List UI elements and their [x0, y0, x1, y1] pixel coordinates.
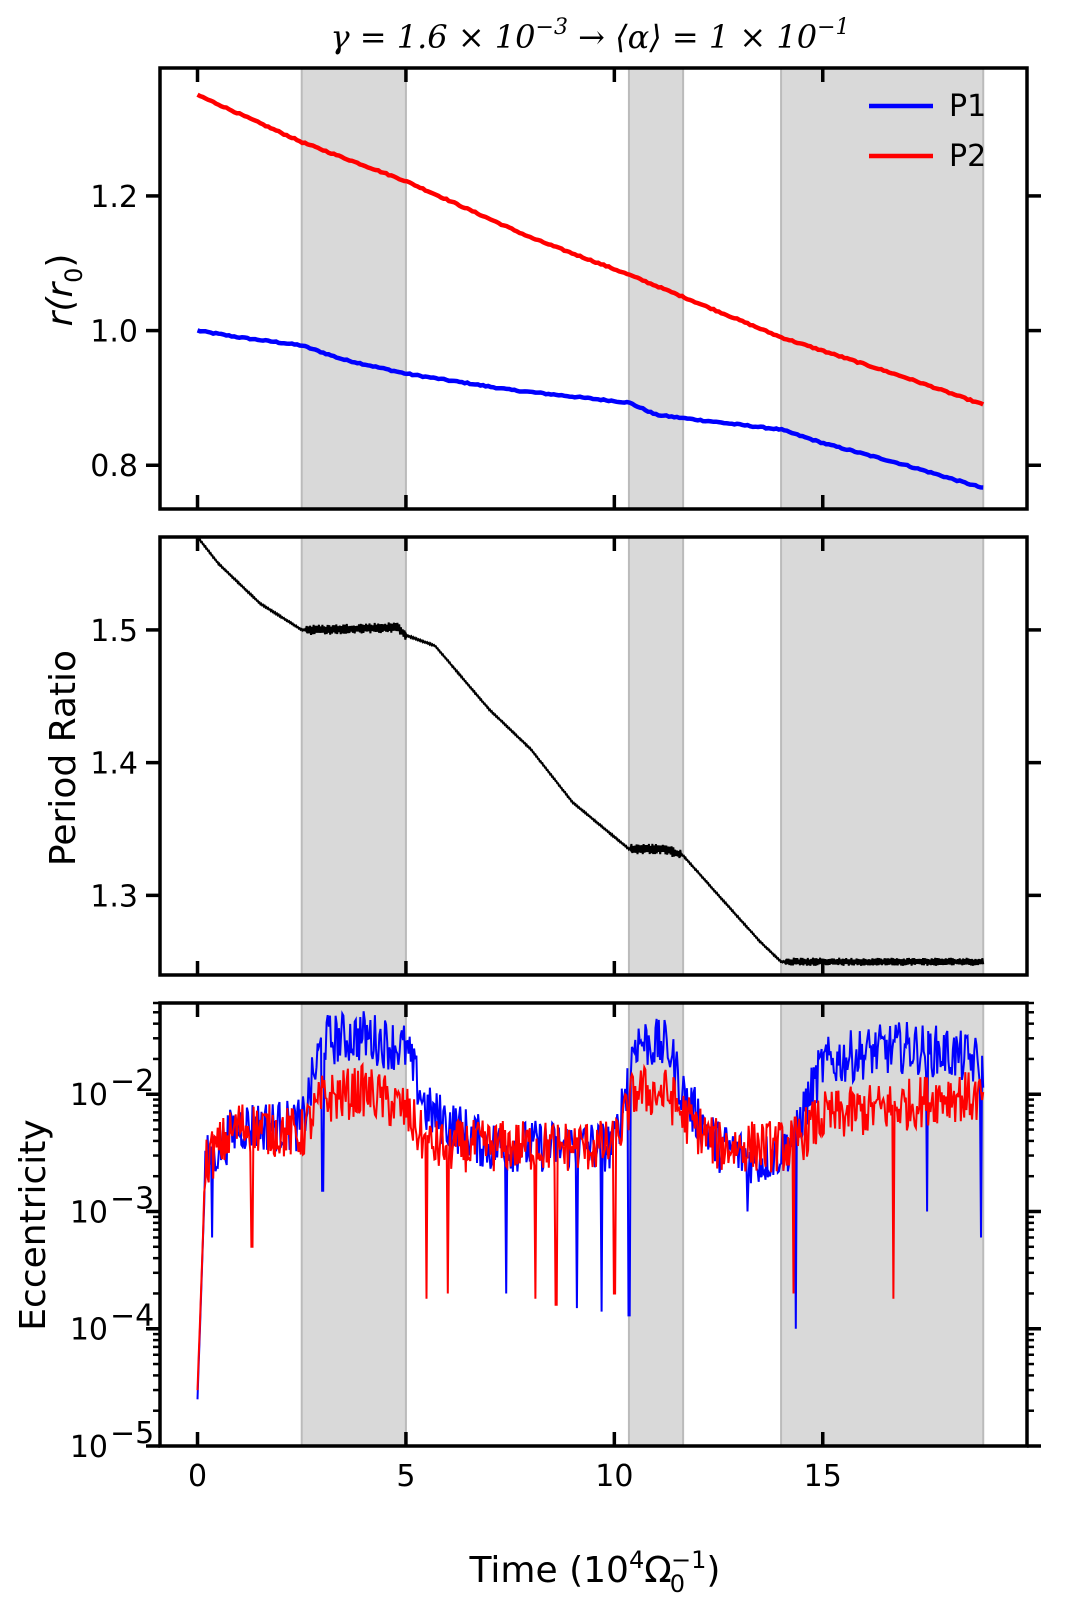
y-tick-label: 1.4: [90, 747, 138, 782]
period-ratio-panel: 1.3 1.4 1.5: [90, 535, 1041, 977]
y-tick-exponent: −5: [110, 1416, 154, 1451]
y-tick-label: 1.2: [90, 180, 138, 215]
time-xlabel: Time (104Ω0−1): [469, 1546, 721, 1598]
y-tick-exponent: −2: [110, 1064, 154, 1099]
y-tick-label: 1.3: [90, 879, 138, 914]
x-tick-label: 15: [804, 1459, 842, 1494]
xlabel-sub: 0: [670, 1570, 685, 1598]
y-tick-label: 1.0: [90, 315, 138, 350]
y-tick-label: 10: [70, 1313, 108, 1348]
series-P1: [196, 328, 984, 490]
radius-panel: 0.8 1.0 1.2 P1 P2: [90, 66, 1041, 511]
shaded-region-2: [781, 537, 984, 975]
y-tick-label: 10: [70, 1430, 108, 1465]
radius-ylabel-post: ): [40, 254, 81, 268]
x-tick-label: 10: [595, 1459, 633, 1494]
y-tick-label: 10: [70, 1078, 108, 1113]
series-ecc-P1: [196, 1010, 985, 1400]
xlabel-omega: Ω: [644, 1550, 672, 1591]
xlabel-sup2: −1: [671, 1546, 706, 1574]
axes-frame: [158, 535, 1029, 977]
title-exp2: −1: [817, 15, 849, 40]
radius-ylabel: r(r0): [40, 254, 88, 327]
title-pre: γ = 1.6 × 10: [330, 18, 535, 56]
y-tick-label: 10: [70, 1195, 108, 1230]
shaded-region-2: [781, 68, 984, 509]
legend-label-P2: P2: [949, 139, 986, 174]
radius-ylabel-sub: 0: [60, 268, 88, 283]
shaded-region-1: [628, 537, 684, 975]
axes-frame: [158, 66, 1029, 511]
y-tick-exponent: −3: [110, 1181, 154, 1216]
series-P2: [196, 92, 985, 407]
shaded-region-0: [301, 537, 406, 975]
y-tick-label: 1.5: [90, 614, 138, 649]
x-tick-label: 5: [396, 1459, 415, 1494]
legend-label-P1: P1: [949, 89, 986, 124]
xlabel-sup: 4: [629, 1546, 644, 1574]
radius-ylabel-pre: r(r: [40, 281, 81, 327]
period-ratio-ylabel: Period Ratio: [43, 650, 84, 866]
xlabel-post: ): [706, 1550, 720, 1591]
figure-title: γ = 1.6 × 10−3 → ⟨α⟩ = 1 × 10−1: [330, 15, 849, 56]
y-tick-exponent: −4: [110, 1299, 154, 1334]
series-period-ratio: [197, 536, 985, 966]
title-exp1: −3: [536, 15, 568, 40]
axes-frame: [158, 1001, 1029, 1448]
xlabel-pre: Time (10: [469, 1550, 629, 1591]
x-tick-label: 0: [188, 1459, 207, 1494]
title-mid: → ⟨α⟩ = 1 × 10: [568, 18, 817, 56]
y-tick-label: 0.8: [90, 449, 138, 484]
shaded-region-0: [301, 68, 406, 509]
eccentricity-ylabel: Eccentricity: [13, 1119, 54, 1330]
series-ecc-P2: [196, 1061, 985, 1391]
